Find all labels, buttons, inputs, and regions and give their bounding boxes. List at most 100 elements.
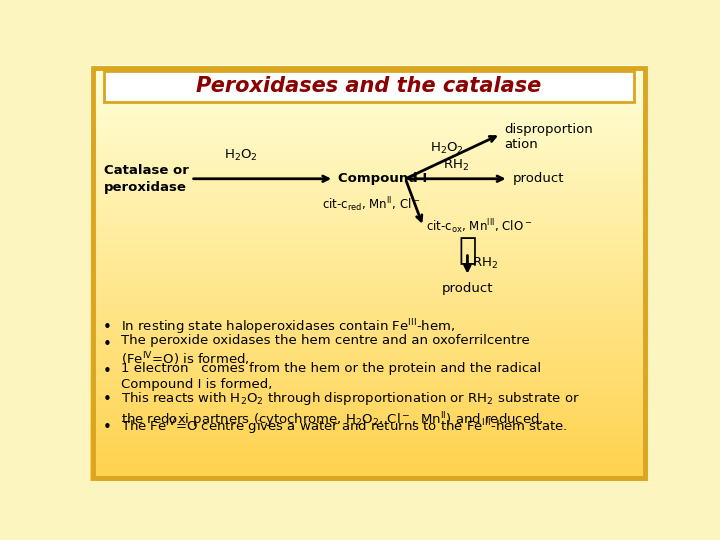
Bar — [90, 181, 648, 185]
Text: Compound I: Compound I — [338, 172, 427, 185]
Bar — [90, 281, 648, 285]
Bar — [90, 322, 648, 327]
Text: •: • — [103, 320, 112, 335]
Bar — [90, 173, 648, 177]
Bar — [90, 406, 648, 410]
Bar — [90, 214, 648, 219]
Bar — [90, 248, 648, 252]
Bar — [90, 472, 648, 476]
Bar — [90, 131, 648, 136]
Bar — [90, 152, 648, 156]
Bar — [90, 165, 648, 169]
Bar — [90, 65, 648, 69]
Bar — [90, 439, 648, 443]
Bar — [90, 431, 648, 435]
Bar — [90, 144, 648, 148]
Bar — [90, 335, 648, 339]
Bar — [90, 94, 648, 98]
Bar — [90, 102, 648, 106]
Bar — [90, 389, 648, 393]
Bar — [90, 198, 648, 202]
Bar — [90, 319, 648, 322]
Bar — [90, 160, 648, 165]
Bar — [90, 476, 648, 481]
Bar — [90, 464, 648, 468]
Text: cit-c$_{\mathregular{ox}}$, Mn$^{\mathregular{III}}$, ClO$^-$: cit-c$_{\mathregular{ox}}$, Mn$^{\mathre… — [426, 217, 532, 236]
Text: This reacts with H$_2$O$_2$ through disproportionation or RH$_2$ substrate or
th: This reacts with H$_2$O$_2$ through disp… — [121, 390, 580, 430]
Bar — [90, 381, 648, 385]
Bar — [90, 277, 648, 281]
FancyBboxPatch shape — [104, 71, 634, 102]
Bar — [90, 410, 648, 414]
Bar — [90, 252, 648, 256]
Bar — [90, 260, 648, 265]
Text: disproportion
ation: disproportion ation — [505, 123, 593, 151]
Bar — [90, 364, 648, 368]
Bar — [90, 327, 648, 331]
Bar — [90, 239, 648, 244]
Bar — [90, 206, 648, 211]
Bar — [90, 85, 648, 90]
Bar — [90, 373, 648, 377]
Bar — [90, 451, 648, 456]
Text: Peroxidases and the catalase: Peroxidases and the catalase — [197, 76, 541, 96]
Bar — [90, 422, 648, 427]
Text: The peroxide oxidases the hem centre and an oxoferrilcentre
(Fe$^{\mathregular{I: The peroxide oxidases the hem centre and… — [121, 334, 530, 368]
Text: Catalase or
peroxidase: Catalase or peroxidase — [104, 164, 189, 194]
Bar — [90, 306, 648, 310]
Bar — [90, 244, 648, 248]
Bar — [90, 460, 648, 464]
Bar — [90, 140, 648, 144]
Bar — [90, 231, 648, 235]
Bar — [90, 385, 648, 389]
Bar — [90, 202, 648, 206]
Bar — [90, 435, 648, 439]
Bar — [90, 368, 648, 373]
Bar — [90, 223, 648, 227]
Text: •: • — [103, 392, 112, 407]
Bar — [90, 77, 648, 82]
Text: product: product — [513, 172, 564, 185]
Bar — [90, 119, 648, 123]
Text: In resting state haloperoxidases contain Fe$^{\mathregular{III}}$-hem,: In resting state haloperoxidases contain… — [121, 318, 455, 337]
Bar — [90, 111, 648, 114]
Bar — [90, 402, 648, 406]
Bar — [90, 285, 648, 289]
Bar — [90, 235, 648, 239]
Bar — [90, 360, 648, 364]
Text: RH$_2$: RH$_2$ — [443, 158, 469, 173]
Bar — [90, 90, 648, 94]
Bar — [90, 427, 648, 431]
Bar — [90, 414, 648, 418]
Bar — [90, 98, 648, 102]
Bar — [90, 123, 648, 127]
Bar — [90, 273, 648, 277]
Bar — [90, 127, 648, 131]
Bar — [90, 148, 648, 152]
Bar — [90, 190, 648, 194]
Text: •: • — [103, 364, 112, 379]
Bar — [90, 339, 648, 343]
Text: The Fe$^{\mathregular{IV}}$=O centre gives a water and returns to the Fe$^{\math: The Fe$^{\mathregular{IV}}$=O centre giv… — [121, 417, 567, 437]
Bar — [90, 114, 648, 119]
Bar — [90, 314, 648, 319]
Bar — [90, 397, 648, 402]
Bar — [90, 69, 648, 73]
Text: cit-c$_{\mathregular{red}}$, Mn$^{\mathregular{II}}$, Cl$^-$: cit-c$_{\mathregular{red}}$, Mn$^{\mathr… — [323, 195, 420, 214]
Bar — [90, 211, 648, 214]
Bar — [90, 331, 648, 335]
Bar — [90, 227, 648, 231]
Bar — [90, 393, 648, 397]
Bar — [90, 256, 648, 260]
Bar — [90, 294, 648, 298]
Text: •: • — [103, 336, 112, 352]
Bar — [90, 298, 648, 302]
Bar — [90, 456, 648, 460]
Bar — [90, 443, 648, 447]
Bar — [90, 356, 648, 360]
Bar — [90, 418, 648, 422]
Text: 1 electron   comes from the hem or the protein and the radical
Compound I is for: 1 electron comes from the hem or the pro… — [121, 362, 541, 390]
Text: RH$_2$: RH$_2$ — [472, 256, 498, 271]
Bar — [90, 177, 648, 181]
Bar — [90, 219, 648, 223]
